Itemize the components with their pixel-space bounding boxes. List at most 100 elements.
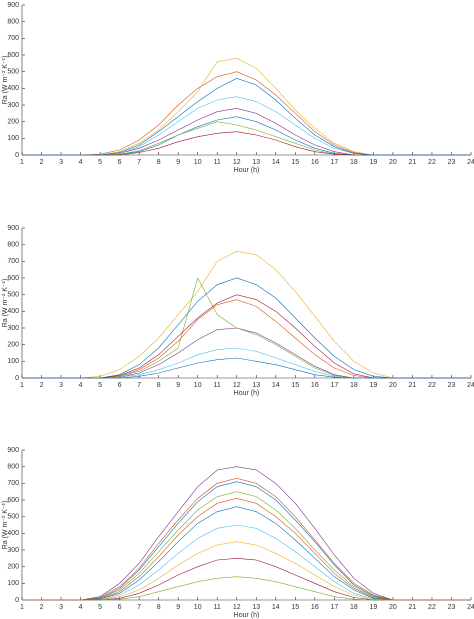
series-line [22, 277, 471, 379]
series-line [22, 347, 471, 379]
series-line [22, 78, 471, 156]
x-tick-label: 18 [350, 159, 358, 166]
x-tick-label: 7 [137, 159, 141, 166]
y-tick-label: 700 [7, 35, 19, 42]
x-tick-label: 19 [369, 382, 377, 389]
series-line [22, 327, 471, 379]
y-tick-label: 200 [7, 119, 19, 126]
x-tick-label: 3 [59, 382, 63, 389]
x-tick-label: 10 [194, 604, 202, 611]
series-line [22, 121, 471, 156]
series-line [22, 541, 471, 601]
series-line [22, 466, 471, 601]
x-tick-label: 8 [157, 604, 161, 611]
x-tick-label: 1 [20, 604, 24, 611]
x-axis-label: Hour (h) [234, 612, 260, 619]
x-tick-label: 2 [40, 159, 44, 166]
y-tick-label: 300 [7, 102, 19, 109]
x-tick-label: 1 [20, 382, 24, 389]
x-tick-label: 12 [233, 382, 241, 389]
x-tick-label: 23 [448, 159, 456, 166]
series-line [22, 357, 471, 379]
y-tick-label: 600 [7, 52, 19, 59]
y-tick-label: 400 [7, 530, 19, 537]
x-tick-label: 22 [428, 382, 436, 389]
y-tick-label: 100 [7, 580, 19, 587]
x-tick-label: 5 [98, 382, 102, 389]
x-tick-label: 15 [291, 382, 299, 389]
y-tick-label: 400 [7, 85, 19, 92]
x-tick-label: 9 [176, 604, 180, 611]
y-tick-label: 700 [7, 258, 19, 265]
y-tick-label: 100 [7, 358, 19, 365]
series-line [22, 131, 471, 156]
x-tick-label: 10 [194, 382, 202, 389]
x-tick-label: 15 [291, 159, 299, 166]
x-tick-label: 18 [350, 604, 358, 611]
x-tick-label: 17 [330, 159, 338, 166]
y-tick-label: 100 [7, 135, 19, 142]
x-tick-label: 4 [79, 159, 83, 166]
y-tick-label: 500 [7, 69, 19, 76]
series-line [22, 478, 471, 601]
series-line [22, 524, 471, 601]
x-tick-label: 7 [137, 604, 141, 611]
x-tick-label: 24 [467, 382, 474, 389]
x-tick-label: 4 [79, 604, 83, 611]
x-tick-label: 21 [409, 382, 417, 389]
x-tick-label: 23 [448, 604, 456, 611]
y-tick-label: 500 [7, 514, 19, 521]
x-tick-label: 9 [176, 159, 180, 166]
x-tick-label: 15 [291, 604, 299, 611]
y-tick-label: 0 [15, 152, 19, 159]
x-tick-label: 6 [118, 604, 122, 611]
y-tick-label: 800 [7, 19, 19, 26]
y-tick-label: 800 [7, 242, 19, 249]
x-tick-label: 20 [389, 382, 397, 389]
x-tick-label: 16 [311, 604, 319, 611]
x-tick-label: 11 [214, 382, 221, 389]
series-line [22, 116, 471, 156]
x-tick-label: 13 [252, 159, 260, 166]
x-tick-label: 23 [448, 382, 456, 389]
y-tick-label: 600 [7, 497, 19, 504]
y-tick-label: 300 [7, 547, 19, 554]
x-tick-label: 21 [409, 604, 417, 611]
y-tick-label: 200 [7, 564, 19, 571]
series-line [22, 558, 471, 601]
x-tick-label: 12 [233, 159, 241, 166]
x-tick-label: 17 [330, 382, 338, 389]
x-tick-label: 20 [389, 604, 397, 611]
y-tick-label: 0 [15, 597, 19, 604]
y-tick-label: 900 [7, 2, 19, 9]
x-tick-label: 16 [311, 382, 319, 389]
y-tick-label: 0 [15, 375, 19, 382]
x-axis-label: Hour (h) [234, 390, 260, 397]
series-line [22, 58, 471, 156]
series-line [22, 299, 471, 379]
series-line [22, 71, 471, 156]
x-tick-label: 6 [118, 382, 122, 389]
x-tick-label: 11 [214, 159, 221, 166]
y-tick-label: 800 [7, 464, 19, 471]
x-tick-label: 1 [20, 159, 24, 166]
x-tick-label: 3 [59, 159, 63, 166]
series-line [22, 251, 471, 379]
y-tick-label: 600 [7, 275, 19, 282]
y-tick-label: 400 [7, 308, 19, 315]
x-tick-label: 17 [330, 604, 338, 611]
series-line [22, 108, 471, 156]
x-tick-label: 10 [194, 159, 202, 166]
series-line [22, 294, 471, 379]
x-tick-label: 16 [311, 159, 319, 166]
x-tick-label: 14 [272, 604, 280, 611]
series-line [22, 96, 471, 156]
y-tick-label: 300 [7, 325, 19, 332]
x-tick-label: 9 [176, 382, 180, 389]
series-line [22, 498, 471, 601]
x-tick-label: 22 [428, 159, 436, 166]
y-axis-label: Ra (W m⁻² K⁻¹) [2, 501, 9, 550]
x-tick-label: 24 [467, 159, 474, 166]
x-tick-label: 13 [252, 382, 260, 389]
x-tick-label: 7 [137, 382, 141, 389]
